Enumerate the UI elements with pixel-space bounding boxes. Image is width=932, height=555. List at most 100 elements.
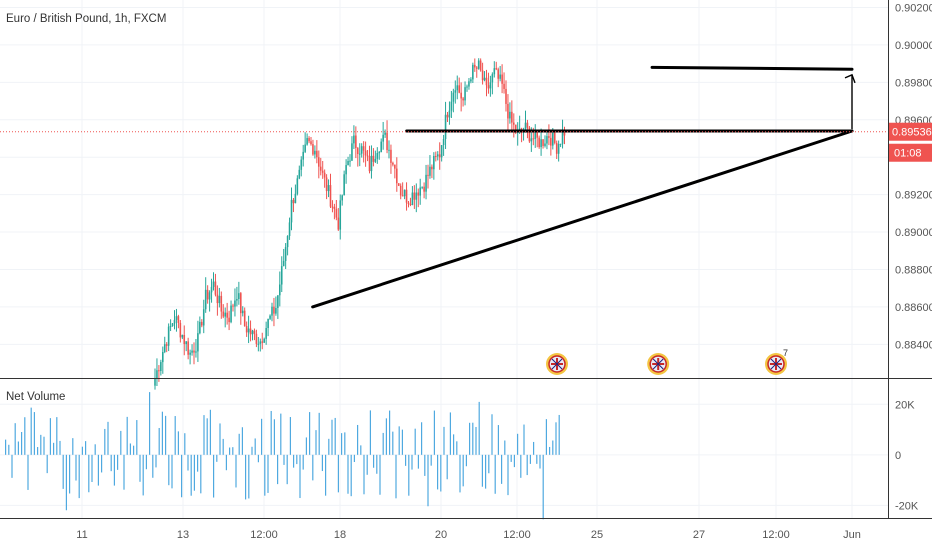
volume-bar — [507, 454, 509, 496]
candles — [154, 58, 566, 390]
candle — [540, 128, 542, 156]
candle — [245, 321, 248, 337]
candle-body — [238, 293, 240, 300]
candle-body — [526, 122, 529, 128]
volume-bar — [485, 454, 487, 489]
volume-bar — [533, 441, 535, 455]
candle — [405, 182, 408, 211]
candle — [314, 145, 316, 159]
candle — [483, 71, 486, 82]
candle — [524, 110, 527, 133]
x-tick-label: 27 — [693, 529, 705, 541]
candle-body — [536, 131, 538, 138]
candle-body — [360, 146, 363, 154]
candle — [550, 131, 552, 156]
volume-bar — [347, 454, 349, 494]
volume-bar — [558, 414, 560, 455]
candle-body — [185, 341, 187, 345]
candle-body — [263, 338, 265, 343]
candle — [388, 140, 390, 159]
candle-body — [503, 83, 505, 89]
volume-bar — [133, 445, 135, 455]
candle-body — [472, 64, 474, 80]
candle — [292, 197, 295, 213]
candle-body — [423, 186, 425, 192]
candle-body — [378, 152, 381, 154]
candle-body — [548, 136, 550, 138]
candle — [380, 138, 382, 153]
candle-body — [433, 156, 435, 170]
candle-body — [552, 132, 554, 146]
candle-body — [509, 111, 511, 119]
volume-title: Net Volume — [6, 391, 65, 403]
candle-body — [440, 145, 443, 158]
candle — [212, 272, 215, 291]
candle — [503, 72, 505, 94]
candle — [511, 100, 513, 133]
candle — [501, 64, 503, 94]
candle-body — [323, 172, 326, 178]
volume-bar — [299, 454, 301, 499]
event-badges: 7 — [546, 348, 788, 375]
candle — [452, 88, 455, 113]
volume-bar — [491, 414, 493, 455]
volume-bar — [235, 454, 237, 488]
candle-body — [162, 352, 164, 363]
volume-bar — [411, 454, 413, 470]
x-tick-label: 12:00 — [762, 529, 790, 541]
volume-bar — [117, 454, 119, 470]
candle — [167, 323, 170, 352]
candle-body — [419, 187, 421, 196]
candle-body — [464, 87, 466, 101]
candle — [339, 194, 342, 240]
candle-body — [358, 153, 361, 155]
candle-body — [255, 333, 258, 344]
volume-bar — [174, 416, 176, 455]
candle — [425, 164, 427, 200]
candle-body — [435, 156, 437, 158]
volume-bar — [145, 454, 147, 470]
candle — [226, 302, 228, 325]
volume-bar — [472, 422, 474, 455]
candle — [454, 80, 457, 104]
candle — [238, 281, 240, 305]
volume-bar — [443, 426, 445, 455]
candle-body — [345, 165, 347, 175]
y-tick-label: 0.89800 — [895, 77, 932, 89]
candle-body — [544, 143, 546, 146]
volume-bar — [398, 426, 400, 455]
volume-bar — [526, 454, 528, 476]
candle — [269, 314, 271, 320]
candle-body — [277, 295, 279, 308]
volume-bar — [296, 454, 298, 465]
candle-body — [169, 325, 172, 327]
candle — [323, 169, 326, 188]
drawings — [0, 65, 888, 309]
candle — [284, 243, 287, 270]
candle — [464, 81, 466, 106]
candle — [491, 72, 494, 95]
volume-bar — [321, 454, 323, 472]
candle-body — [181, 334, 184, 338]
volume-bar — [510, 454, 512, 462]
candle — [199, 316, 201, 335]
candle — [376, 147, 379, 164]
candle-body — [550, 137, 552, 146]
candle-body — [397, 183, 400, 186]
volume-bar — [392, 431, 394, 455]
chart-title: Euro / British Pound, 1h, FXCM — [6, 13, 166, 25]
candle-body — [353, 135, 355, 144]
candle-body — [179, 322, 182, 338]
candle-body — [403, 189, 406, 197]
upper-resistance-line — [650, 65, 854, 71]
candle-body — [331, 206, 334, 208]
candle — [173, 310, 176, 330]
volume-bar — [430, 454, 432, 466]
candle-body — [538, 137, 540, 148]
volume-bar — [62, 454, 64, 489]
candle — [165, 342, 168, 353]
candle-body — [429, 166, 431, 176]
candle — [419, 178, 421, 205]
candle — [458, 77, 460, 94]
